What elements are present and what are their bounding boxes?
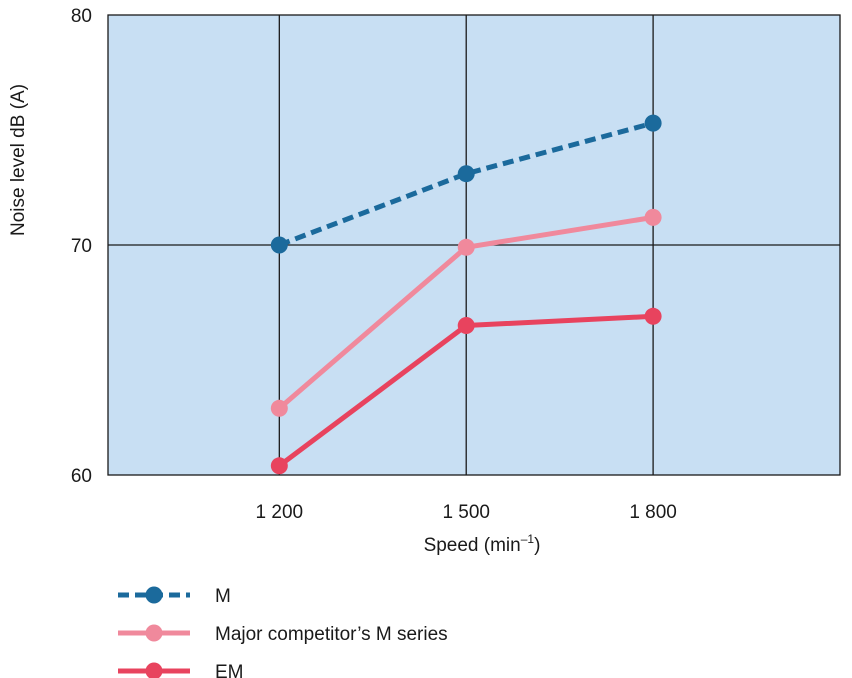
series-line-0 [278,120,654,248]
x-axis-title: Speed (min–1) [424,532,541,556]
legend: M Major competitor’s M series EM [118,586,448,678]
series-0-point-2 [644,114,662,132]
y-tick-label-0: 60 [71,466,92,487]
series-1-point-1 [457,238,475,256]
series-2-point-1 [457,317,475,334]
series-1 [270,208,662,417]
series-0 [270,114,662,254]
series-0-point-1 [457,165,475,183]
x-axis-title-main: Speed (min [424,535,521,556]
y-tick-label-2: 80 [71,6,92,27]
x-tick-label-1: 1 500 [442,502,490,523]
x-tick-label-2: 1 800 [629,502,677,523]
series-2-point-0 [270,457,288,475]
legend-item-0: M [118,586,231,607]
legend-item-2: EM [118,662,244,678]
legend-marker-0 [145,586,163,604]
y-axis-title: Noise level dB (A) [8,84,29,236]
x-tick-label-0: 1 200 [256,502,304,523]
series-1-point-2 [644,208,662,226]
tick-labels: 60 70 80 1 200 1 500 1 800 [71,6,677,523]
legend-item-1: Major competitor’s M series [118,624,448,645]
legend-label-0: M [215,586,231,607]
series-layer [270,114,662,475]
legend-label-2: EM [215,662,244,678]
series-0-point-0 [270,236,288,254]
legend-marker-1 [145,624,163,642]
series-2 [270,307,662,475]
series-1-point-0 [270,399,288,417]
legend-marker-2 [145,662,163,678]
x-axis-title-exponent: –1 [521,532,535,546]
series-2-point-2 [644,307,662,325]
y-tick-label-1: 70 [71,236,92,257]
x-axis-title-suffix: ) [534,535,540,556]
legend-label-1: Major competitor’s M series [215,624,448,645]
